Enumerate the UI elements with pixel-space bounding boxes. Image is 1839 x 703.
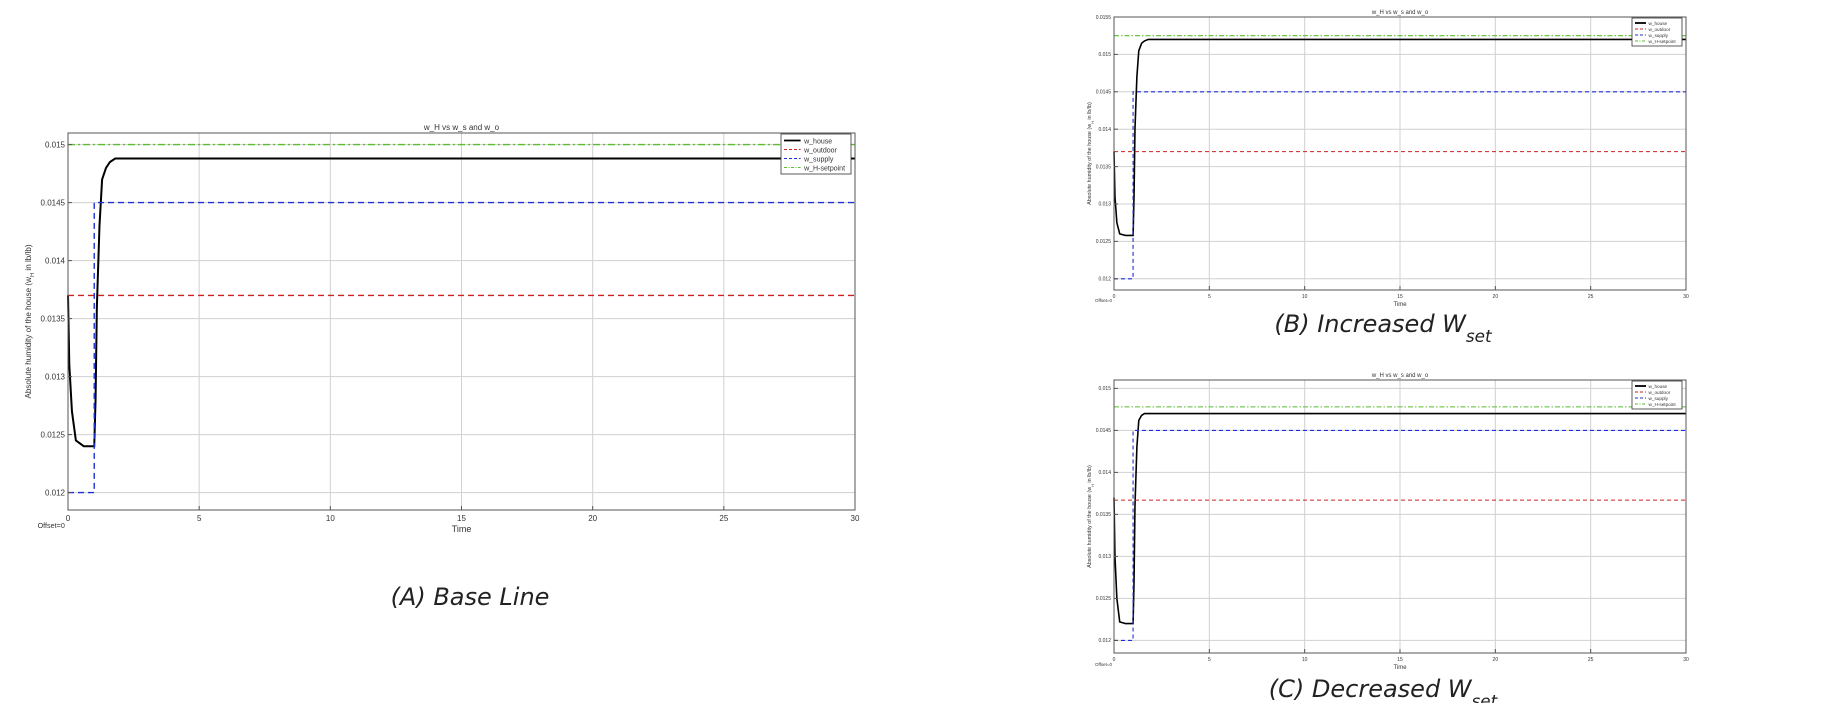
panel-caption-main: (B) Increased W: [1274, 310, 1467, 338]
y-tick-label: 0.0145: [41, 198, 66, 207]
x-tick-label: 25: [719, 514, 728, 523]
y-axis-label-sub: H: [1090, 484, 1095, 487]
legend-entry: w_H-setpoint: [1649, 402, 1677, 407]
y-tick-label: 0.013: [45, 372, 66, 381]
y-tick-label: 0.0125: [1096, 596, 1112, 602]
panel-caption: (B) Increased Wset: [1274, 310, 1493, 346]
legend-entry: w_outdoor: [803, 148, 837, 155]
x-tick-label: 5: [1208, 657, 1211, 663]
series-line-w_house: [1113, 38, 1686, 237]
y-tick-label: 0.012: [45, 488, 66, 497]
y-tick-label: 0.013: [1098, 202, 1111, 208]
y-axis-label-main: Absolute humidity of the house (w: [1087, 124, 1093, 205]
legend-entry: w_outdoor: [1649, 390, 1671, 395]
y-axis-label-tail: in lb/lb): [24, 244, 33, 273]
y-tick-label: 0.014: [1098, 470, 1111, 476]
y-axis-label-main: Absolute humidity of the house (w: [24, 277, 33, 399]
x-tick-label: 5: [1208, 294, 1211, 300]
y-axis-label: Absolute humidity of the house (wH in lb…: [1087, 102, 1095, 205]
x-tick-label: 0: [1113, 657, 1116, 663]
x-tick-label: 20: [1493, 657, 1499, 663]
legend-entry: w_H-setpoint: [803, 166, 845, 173]
legend: w_house w_outdoor w_supply w_H-setpoint: [780, 133, 852, 175]
y-axis-label-sub: H: [1090, 121, 1095, 124]
chart-panel-0: 0 5 10 15 20 25 30 0.012 0.0125 0.013 0.0135 0.014 0…: [24, 123, 860, 611]
y-tick-label: 0.012: [1098, 638, 1111, 644]
series-line-w_supply: [1114, 91, 1686, 280]
y-tick-label: 0.0155: [1096, 15, 1112, 21]
legend-entry: w_H-setpoint: [1649, 39, 1677, 44]
y-tick-label: 0.0135: [1096, 164, 1112, 170]
x-axis-label: Time: [452, 524, 472, 534]
x-axis-label: Time: [1393, 302, 1407, 308]
x-tick-label: 15: [1397, 657, 1403, 663]
y-tick-label: 0.0135: [1096, 512, 1112, 518]
x-tick-label: 20: [1493, 294, 1499, 300]
panel-caption: (C) Decreased Wset: [1269, 675, 1499, 703]
y-tick-label: 0.015: [1098, 52, 1111, 58]
y-tick-label: 0.014: [1098, 127, 1111, 133]
panel-caption: (A) Base Line: [391, 583, 550, 611]
chart-title: w_H vs w_s and w_o: [1371, 373, 1429, 379]
series-line-w_supply: [68, 201, 855, 494]
series-line-w_supply: [1114, 429, 1686, 641]
series-line-w_house: [67, 157, 855, 448]
y-tick-label: 0.015: [1098, 386, 1111, 392]
x-tick-label: 30: [1683, 657, 1689, 663]
y-axis-label-main: Absolute humidity of the house (w: [1087, 487, 1093, 568]
x-tick-label: 20: [588, 514, 597, 523]
panel-caption-main: (C) Decreased W: [1269, 675, 1473, 703]
chart-title: w_H vs w_s and w_o: [423, 123, 500, 132]
legend-entry: w_supply: [1649, 396, 1669, 401]
y-tick-label: 0.014: [45, 256, 66, 265]
y-axis-label-sub: H: [30, 273, 36, 277]
x-tick-label: 0: [66, 514, 71, 523]
x-tick-label: 10: [326, 514, 335, 523]
y-tick-label: 0.0145: [1096, 428, 1112, 434]
panel-caption-main: (A) Base Line: [391, 583, 550, 611]
legend-entry: w_outdoor: [1649, 27, 1671, 32]
x-tick-label: 25: [1588, 657, 1594, 663]
offset-label: Offset=0: [1095, 298, 1113, 303]
y-tick-label: 0.013: [1098, 554, 1111, 560]
y-tick-label: 0.0135: [41, 314, 66, 323]
y-tick-label: 0.0125: [41, 430, 66, 439]
x-axis-label: Time: [1393, 665, 1407, 671]
x-tick-label: 25: [1588, 294, 1594, 300]
x-tick-label: 15: [457, 514, 466, 523]
panel-caption-sub: set: [1472, 691, 1499, 703]
legend-entry: w_supply: [803, 157, 834, 164]
x-tick-label: 30: [1683, 294, 1689, 300]
y-tick-label: 0.0145: [1096, 90, 1112, 96]
y-tick-label: 0.012: [1098, 277, 1111, 283]
legend-entry: w_house: [1649, 384, 1668, 389]
x-tick-label: 15: [1397, 294, 1403, 300]
x-tick-label: 0: [1113, 294, 1116, 300]
panel-caption-sub: set: [1466, 326, 1493, 346]
y-tick-label: 0.015: [45, 140, 66, 149]
chart-panel-1: 0 5 10 15 20 25 30 0.012 0.0125 0.013 0.0135 0.014 0…: [1087, 10, 1689, 346]
legend-entry: w_house: [803, 139, 832, 146]
y-tick-label: 0.0125: [1096, 239, 1112, 245]
y-axis-label-tail: in lb/lb): [1087, 102, 1093, 121]
x-tick-label: 5: [197, 514, 202, 523]
legend-entry: w_house: [1649, 21, 1668, 26]
chart-panel-2: 0 5 10 15 20 25 30 0.012 0.0125 0.013 0.0135 0.014 0…: [1087, 373, 1689, 703]
chart-title: w_H vs w_s and w_o: [1371, 10, 1429, 16]
x-tick-label: 10: [1302, 294, 1308, 300]
series-line-w_house: [1113, 412, 1686, 625]
y-axis-label: Absolute humidity of the house (wH in lb…: [24, 244, 36, 398]
legend-entry: w_supply: [1649, 33, 1669, 38]
offset-label: Offset=0: [38, 521, 65, 530]
x-tick-label: 10: [1302, 657, 1308, 663]
y-axis-label-tail: in lb/lb): [1087, 465, 1093, 484]
y-axis-label: Absolute humidity of the house (wH in lb…: [1087, 465, 1095, 568]
x-tick-label: 30: [851, 514, 860, 523]
offset-label: Offset=0: [1095, 662, 1113, 667]
